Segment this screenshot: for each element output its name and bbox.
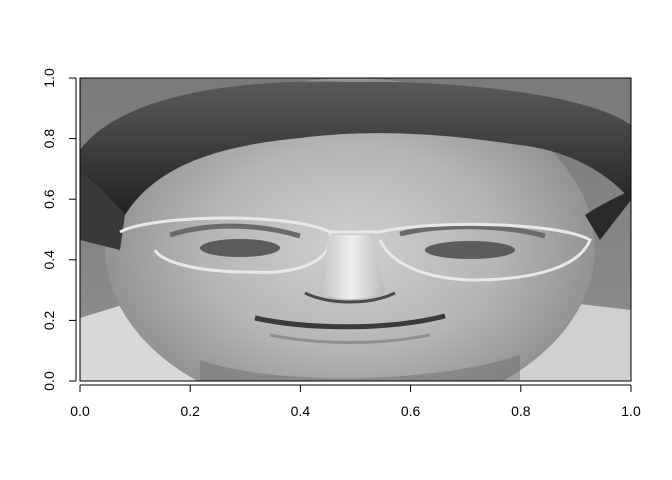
x-tick-label: 0.8 [511,403,531,419]
x-tick-label: 0.4 [291,403,311,419]
y-tick-label: 0.6 [41,189,57,209]
y-tick-label: 0.0 [41,371,57,391]
x-axis: 0.0 0.2 0.4 0.6 0.8 1.0 [70,384,641,419]
x-tick-label: 0.2 [180,403,200,419]
y-tick-label: 1.0 [41,68,57,88]
heatmap-image [80,78,631,381]
y-tick-label: 0.4 [41,250,57,270]
plot-frame [79,77,632,382]
y-tick-label: 0.8 [41,129,57,149]
x-tick-label: 1.0 [621,403,641,419]
y-tick-label: 0.2 [41,310,57,330]
x-tick-label: 0.0 [70,403,90,419]
y-axis: 0.0 0.2 0.4 0.6 0.8 1.0 [41,68,77,391]
x-tick-label: 0.6 [401,403,421,419]
